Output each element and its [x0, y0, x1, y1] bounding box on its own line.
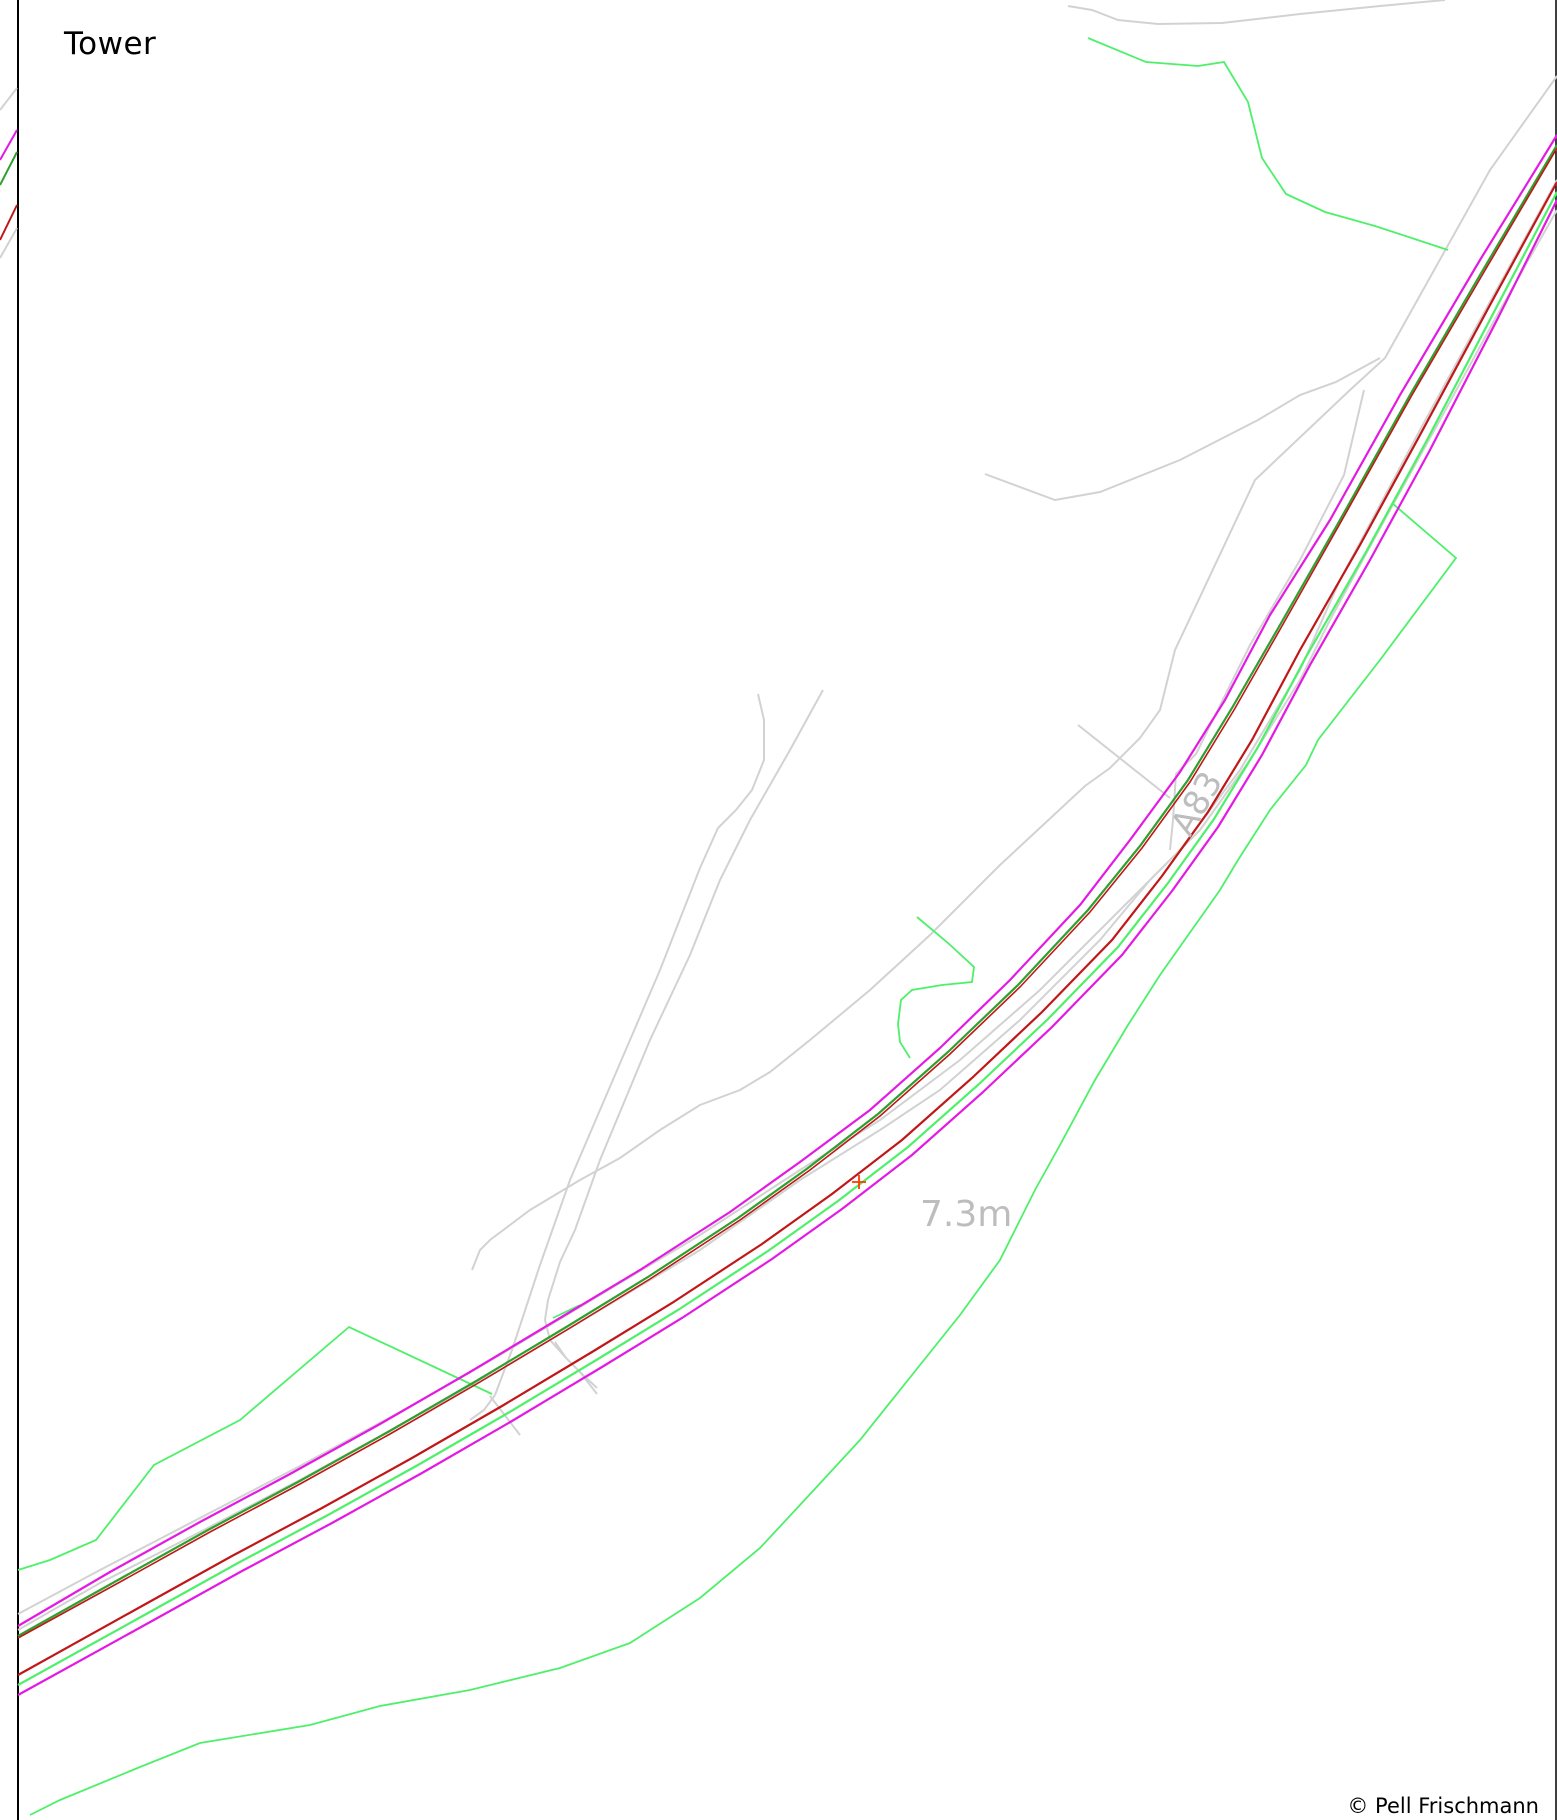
road-label: A83 [1163, 765, 1231, 843]
road-width-label: 7.3m [920, 1194, 1013, 1235]
carriageway-south [17, 181, 1557, 1676]
centreline [17, 144, 1557, 1637]
place-label: Tower [64, 26, 157, 62]
verge-south-green [17, 191, 1557, 1686]
carriageway-north [17, 147, 1557, 1639]
site-boundary [17, 37, 1458, 1816]
road-fragment-left [0, 87, 18, 259]
a83-road [17, 134, 1557, 1696]
verge-north [17, 134, 1557, 1627]
survey-marker [852, 1175, 866, 1189]
os-base-linework [17, 0, 1557, 1631]
copyright-label: © Pell Frischmann [1347, 1794, 1539, 1818]
verge-south [17, 199, 1557, 1696]
